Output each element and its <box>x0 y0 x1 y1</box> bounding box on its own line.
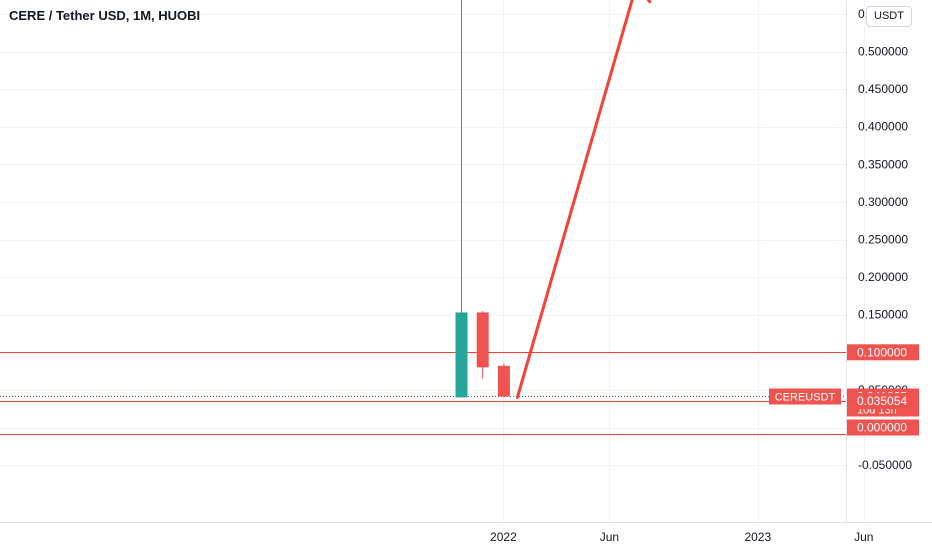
price-axis-tick-label: 0.300000 <box>858 195 908 209</box>
price-axis-tick-label: 0.250000 <box>858 233 908 247</box>
time-axis-tick-label: 2023 <box>744 530 771 544</box>
price-labels-layer: 0.1000000.04122510d 13hCEREUSDT0.0350540… <box>769 344 919 436</box>
chart-title: CERE / Tether USD, 1M, HUOBI <box>9 8 201 23</box>
price-label-box <box>847 419 919 436</box>
price-label-value: 0.035054 <box>857 394 907 408</box>
arrow-shaft <box>515 0 634 399</box>
price-axis-tick-label: 0.500000 <box>858 45 908 59</box>
candles-layer[interactable] <box>455 0 510 398</box>
candle-body <box>455 312 468 398</box>
arrow-drawing[interactable] <box>515 0 652 399</box>
price-axis-tick-label: 0.200000 <box>858 270 908 284</box>
price-axis-tick-label: 0.400000 <box>858 120 908 134</box>
price-label-value: 0.100000 <box>857 345 907 359</box>
time-axis-tick-label: Jun <box>600 530 619 544</box>
price-label-box <box>847 393 919 410</box>
symbol-tag <box>769 388 841 405</box>
candle-body <box>476 312 489 368</box>
grid-layer <box>0 0 865 522</box>
price-axis-tick-label: 0.150000 <box>858 308 908 322</box>
price-label-value: 0.000000 <box>857 421 907 435</box>
price-axis-tick-label: 0.450000 <box>858 82 908 96</box>
currency-unit-button[interactable]: USDT <box>866 6 912 27</box>
price-axis-tick-label: -0.050000 <box>858 458 912 472</box>
symbol-tag-text: CEREUSDT <box>775 391 836 403</box>
time-axis-tick-label: Jun <box>854 530 873 544</box>
candle-body <box>497 365 510 397</box>
horizontal-lines-layer[interactable] <box>0 352 846 435</box>
time-axis[interactable]: 2022 Jun 2023 Jun <box>490 530 873 544</box>
time-axis-tick-label: 2022 <box>490 530 517 544</box>
price-axis-tick-label: 0.350000 <box>858 157 908 171</box>
price-label-box <box>847 344 919 361</box>
